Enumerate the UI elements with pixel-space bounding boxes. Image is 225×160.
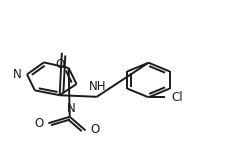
Text: Cl: Cl bbox=[171, 91, 183, 104]
Text: N: N bbox=[13, 68, 22, 81]
Text: O: O bbox=[34, 117, 43, 130]
Text: NH: NH bbox=[89, 80, 107, 93]
Text: O: O bbox=[90, 123, 100, 136]
Text: O: O bbox=[55, 58, 64, 71]
Text: N: N bbox=[67, 102, 75, 115]
